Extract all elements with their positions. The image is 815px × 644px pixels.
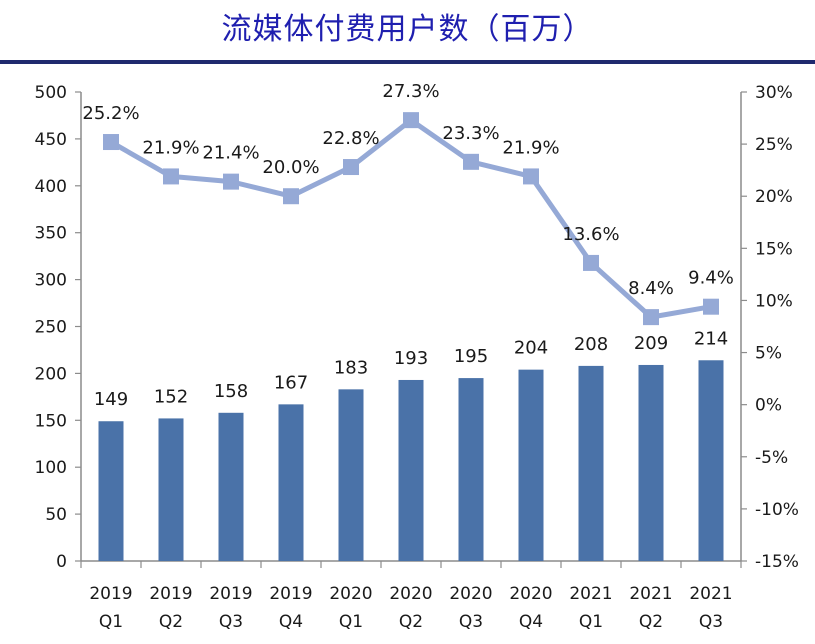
line-value-label: 20.0% [262,157,319,178]
x-axis-tick-label-year: 2020 [509,584,552,604]
bar [398,379,424,561]
bar [698,360,724,561]
right-axis-tick-label: 20% [755,187,793,207]
bar [518,369,544,561]
left-axis-tick-label: 350 [35,224,67,244]
line-marker [343,159,359,176]
bar-value-label: 149 [94,389,128,410]
x-axis-tick-label-year: 2019 [89,584,132,604]
x-axis-tick-label-year: 2019 [269,584,312,604]
left-axis-tick-label: 450 [35,130,67,150]
right-axis-tick-label: -10% [755,500,799,520]
line-value-label: 23.3% [442,123,499,144]
line-value-label: 25.2% [82,103,139,124]
bar-value-label: 208 [574,334,608,355]
left-axis-tick-label: 50 [45,505,67,525]
x-axis-tick-label-quarter: Q3 [219,612,243,632]
x-axis-tick-label-quarter: Q4 [519,612,543,632]
left-axis-tick-label: 150 [35,411,67,431]
line-value-label: 27.3% [382,81,439,102]
bar [638,364,664,561]
x-axis-tick-label-year: 2021 [629,584,672,604]
x-axis-tick-label-year: 2020 [389,584,432,604]
line-marker [523,168,539,185]
bar-series [98,360,724,561]
x-axis-tick-label-year: 2021 [569,584,612,604]
line-marker [223,173,239,190]
x-axis-tick-label-year: 2019 [149,584,192,604]
left-axis-tick-label: 100 [35,458,67,478]
x-axis-tick-label-year: 2020 [329,584,372,604]
bar-value-label: 209 [634,333,668,354]
bar-value-label: 167 [274,372,308,393]
bar [218,412,244,561]
bar [158,418,184,561]
left-axis-tick-label: 250 [35,318,67,338]
bar [578,365,604,561]
right-axis-tick-label: 25% [755,135,793,155]
x-axis-tick-label-quarter: Q1 [99,612,123,632]
line-value-label: 21.9% [142,137,199,158]
x-axis-tick-label-year: 2019 [209,584,252,604]
line-marker [283,188,299,205]
left-axis-tick-label: 300 [35,271,67,291]
left-axis-tick-label: 400 [35,177,67,197]
right-axis-tick-label: -15% [755,552,799,572]
right-axis-tick-label: 30% [755,83,793,103]
bar [278,404,304,561]
line-value-label: 8.4% [628,278,674,299]
line-marker [463,153,479,170]
right-axis-tick-label: 15% [755,239,793,259]
line-marker [163,168,179,185]
title-divider [0,60,815,64]
line-value-label: 9.4% [688,268,734,289]
line-value-label: 21.4% [202,143,259,164]
right-axis-tick-label: -5% [755,448,788,468]
x-axis-tick-label-quarter: Q2 [399,612,423,632]
x-axis-tick-label-quarter: Q4 [279,612,303,632]
right-axis-tick-label: 5% [755,344,782,364]
line-value-label: 13.6% [562,224,619,245]
bar-value-label: 214 [694,328,728,349]
right-axis-tick-label: 10% [755,291,793,311]
line-marker [403,112,419,129]
line-marker [703,298,719,315]
x-axis-tick-label-year: 2020 [449,584,492,604]
line-series [103,112,719,326]
x-axis-tick-label-quarter: Q1 [339,612,363,632]
bar-value-label: 158 [214,381,248,402]
bar-value-label: 152 [154,386,188,407]
x-axis-tick-label-year: 2021 [689,584,732,604]
growth-line [109,117,712,320]
bar-value-label: 204 [514,338,548,359]
axes: 0 50 100 150 200 250 300 350 400 450 500 -15% -10% -5… [35,83,799,632]
line-marker [583,254,599,271]
x-axis-tick-label-quarter: Q3 [459,612,483,632]
left-axis-tick-label: 0 [56,552,67,572]
bar [338,389,364,561]
right-axis-tick-label: 0% [755,396,782,416]
bar-value-label: 193 [394,348,428,369]
x-axis-tick-label-quarter: Q2 [639,612,663,632]
x-axis-tick-label-quarter: Q2 [159,612,183,632]
bar [458,378,484,561]
x-axis-tick-label-quarter: Q1 [579,612,603,632]
bar-value-label: 195 [454,346,488,367]
line-marker [103,134,119,151]
line-value-label: 22.8% [322,128,379,149]
x-axis-tick-label-quarter: Q3 [699,612,723,632]
chart-title: 流媒体付费用户数（百万） [221,12,594,47]
left-axis-tick-label: 500 [35,83,67,103]
left-axis-tick-label: 200 [35,364,67,384]
bar-value-label: 183 [334,357,368,378]
bar [98,421,124,561]
line-marker [643,309,659,326]
line-value-label: 21.9% [502,137,559,158]
